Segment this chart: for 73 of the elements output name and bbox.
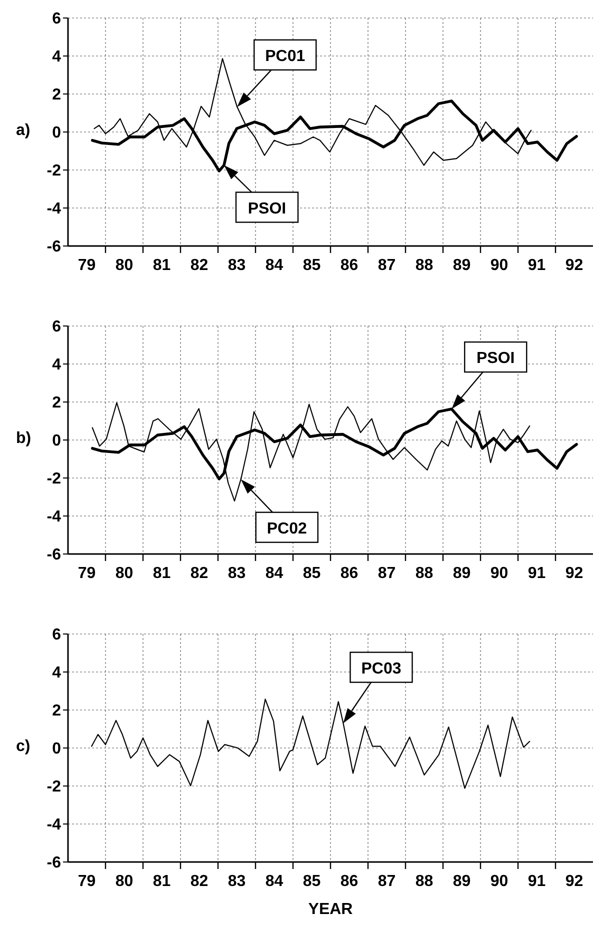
- x-tick-label: 91: [528, 565, 546, 582]
- x-tick-label: 89: [452, 873, 471, 890]
- x-tick-label: 82: [190, 257, 208, 274]
- y-tick-label: -2: [46, 470, 62, 488]
- x-tick-label: 79: [78, 257, 96, 274]
- x-tick-label: 87: [378, 873, 396, 890]
- y-tick-label: -6: [46, 546, 62, 564]
- y-tick-label: -2: [46, 162, 62, 180]
- x-tick-label: 81: [152, 257, 171, 274]
- x-tick-label: 89: [452, 565, 471, 582]
- y-tick-label: 4: [52, 356, 62, 374]
- y-tick-label: -6: [46, 238, 62, 256]
- text: c): [16, 738, 30, 756]
- y-tick-label: 6: [52, 10, 62, 28]
- x-tick-label: 83: [228, 873, 246, 890]
- x-tick-label: 86: [340, 257, 358, 274]
- x-tick-label: 91: [528, 257, 546, 274]
- x-tick-label: 87: [378, 257, 396, 274]
- text: b): [16, 430, 32, 448]
- y-tick-label: 2: [52, 394, 62, 412]
- x-tick-label: 84: [265, 257, 284, 274]
- x-tick-label: 81: [152, 565, 171, 582]
- x-tick-label: 80: [115, 873, 134, 890]
- y-tick-label: 4: [52, 664, 62, 682]
- x-tick-label: 90: [490, 565, 508, 582]
- x-tick-label: 82: [190, 873, 208, 890]
- text: PC03: [361, 660, 402, 678]
- y-tick-label: 4: [52, 48, 62, 66]
- line-series: [91, 698, 530, 789]
- x-tick-label: 91: [528, 873, 546, 890]
- legend-label: PSOI: [248, 200, 286, 218]
- y-tick-label: -6: [46, 854, 62, 872]
- y-tick-label: 0: [52, 124, 62, 142]
- text: a): [16, 122, 30, 140]
- x-tick-label: 80: [115, 257, 134, 274]
- x-tick-label: 85: [302, 257, 321, 274]
- x-tick-label: 81: [152, 873, 171, 890]
- y-tick-label: -4: [46, 200, 62, 218]
- x-tick-label: 90: [490, 873, 508, 890]
- y-tick-label: -4: [46, 508, 62, 526]
- y-tick-label: 0: [52, 740, 62, 758]
- y-tick-label: 2: [52, 86, 62, 104]
- y-tick-label: -4: [46, 816, 62, 834]
- x-tick-label: 87: [378, 565, 396, 582]
- x-tick-label: 88: [415, 873, 434, 890]
- x-tick-label: 92: [565, 565, 584, 582]
- x-tick-label: 85: [302, 565, 321, 582]
- x-tick-label: 89: [452, 257, 471, 274]
- text: PSOI: [476, 350, 515, 368]
- x-tick-label: 84: [265, 565, 284, 582]
- y-tick-label: 0: [52, 432, 62, 450]
- y-tick-label: 6: [52, 626, 62, 644]
- x-tick-label: 83: [228, 565, 246, 582]
- x-tick-label: 80: [115, 565, 134, 582]
- x-tick-label: 88: [415, 565, 434, 582]
- x-tick-label: 90: [490, 257, 508, 274]
- x-tick-label: 86: [340, 565, 358, 582]
- y-tick-label: 6: [52, 318, 62, 336]
- x-axis-title: YEAR: [308, 901, 354, 918]
- x-tick-label: 84: [265, 873, 284, 890]
- x-tick-label: 83: [228, 257, 246, 274]
- x-tick-label: 79: [78, 873, 96, 890]
- x-tick-label: 85: [302, 873, 321, 890]
- x-tick-label: 92: [565, 257, 584, 274]
- x-tick-label: 79: [78, 565, 96, 582]
- x-tick-label: 82: [190, 565, 208, 582]
- x-tick-label: 92: [565, 873, 584, 890]
- x-tick-label: 86: [340, 873, 358, 890]
- y-tick-label: 2: [52, 702, 62, 720]
- text: PC01: [265, 48, 306, 65]
- x-tick-label: 88: [415, 257, 434, 274]
- y-tick-label: -2: [46, 778, 62, 796]
- legend-label: PC02: [266, 520, 307, 538]
